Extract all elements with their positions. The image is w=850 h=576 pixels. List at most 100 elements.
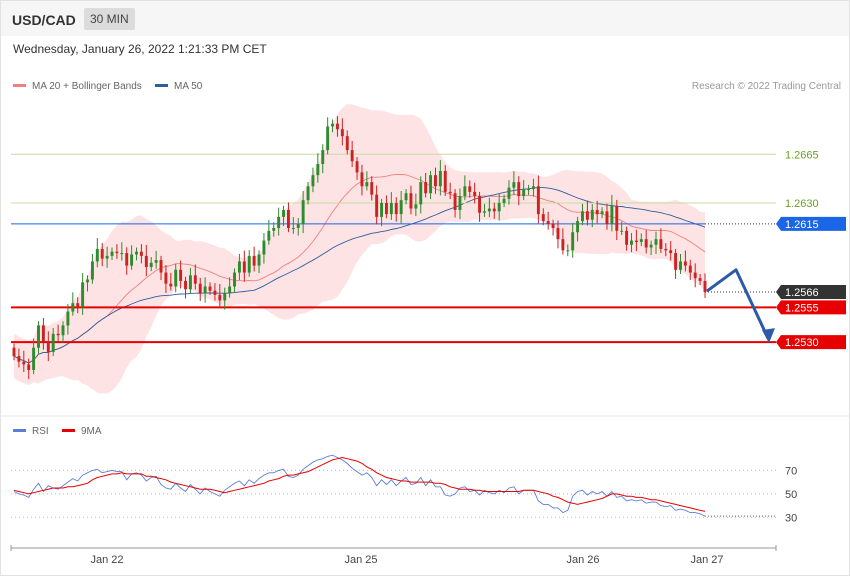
x-tick-label: Jan 26	[566, 554, 599, 566]
candle-body	[571, 232, 575, 251]
candle-body	[497, 202, 501, 212]
candle-body	[536, 186, 540, 215]
candle-body	[46, 342, 50, 352]
candle-body	[27, 364, 31, 370]
candle-body	[169, 283, 173, 287]
candle-body	[551, 223, 555, 229]
candle-body	[144, 255, 148, 268]
rsi-9ma-line	[13, 456, 706, 512]
candle-body	[100, 248, 104, 259]
candle-body	[630, 240, 633, 245]
candle-body	[37, 325, 40, 348]
candle-body	[340, 129, 344, 137]
candle-body	[448, 191, 452, 194]
candle-body	[502, 198, 506, 203]
candle-body	[291, 228, 295, 230]
candle-body	[370, 182, 374, 195]
level-label-1.2630: 1.2630	[785, 198, 819, 210]
candle-body	[669, 250, 673, 254]
candle-body	[331, 123, 335, 127]
candle-body	[233, 272, 236, 287]
candle-body	[277, 216, 281, 229]
candle-body	[576, 221, 580, 233]
candle-body	[703, 280, 707, 293]
candle-body	[478, 196, 482, 213]
candle-body	[463, 186, 467, 197]
candle-body	[473, 191, 477, 197]
candle-body	[228, 286, 232, 294]
rsi-tick-70: 70	[785, 465, 797, 477]
candle-body	[683, 261, 687, 266]
candle-body	[203, 286, 207, 294]
candle-body	[644, 239, 648, 248]
candle-body	[41, 325, 45, 343]
candle-body	[438, 170, 442, 187]
candle-body	[257, 254, 261, 266]
candle-body	[154, 260, 158, 263]
level-tag-1.2555	[776, 300, 846, 315]
ma20-swatch	[13, 83, 26, 87]
candle-body	[130, 254, 134, 266]
timestamp: Wednesday, January 26, 2022 1:21:33 PM C…	[13, 42, 267, 56]
candle-body	[135, 251, 138, 255]
candle-body	[71, 303, 75, 312]
candle-body	[458, 196, 462, 210]
candle-body	[389, 202, 393, 215]
candle-body	[517, 182, 521, 197]
rsi-tick-30: 30	[785, 512, 797, 524]
rsi-line	[13, 454, 706, 517]
candle-body	[600, 211, 604, 215]
candle-body	[125, 253, 129, 266]
candle-body	[95, 248, 99, 262]
candle-body	[282, 209, 285, 217]
timeframe-badge[interactable]: 30 MIN	[84, 8, 135, 30]
legend-ma50-label: MA 50	[174, 81, 203, 92]
candle-body	[326, 126, 330, 151]
candle-body	[12, 347, 16, 357]
candle-body	[350, 150, 354, 162]
x-tick-label: Jan 25	[344, 554, 377, 566]
candle-body	[56, 333, 60, 336]
candle-body	[267, 230, 271, 241]
candle-body	[556, 228, 560, 240]
candle-body	[522, 189, 526, 197]
level-label-1.2530: 1.2530	[785, 337, 819, 349]
candle-body	[693, 272, 697, 279]
rsi-swatch	[13, 428, 26, 432]
candle-body	[115, 251, 119, 254]
candle-body	[605, 211, 609, 224]
legend-rsi: RSI	[13, 426, 49, 438]
candle-body	[429, 175, 433, 194]
research-credit: Research © 2022 Trading Central	[691, 81, 841, 92]
candle-body	[286, 209, 290, 229]
candle-body	[399, 200, 403, 215]
candle-body	[659, 239, 663, 249]
candle-body	[404, 193, 408, 201]
candle-body	[679, 261, 682, 270]
candle-body	[375, 194, 379, 217]
candle-body	[355, 161, 359, 173]
candle-body	[620, 230, 624, 232]
candle-body	[86, 279, 89, 283]
ma20-line	[13, 174, 706, 364]
candle-body	[453, 193, 457, 210]
instrument-title: USD/CAD	[12, 12, 76, 28]
candle-body	[365, 182, 369, 187]
candle-body	[66, 311, 70, 326]
candle-body	[247, 255, 251, 273]
candle-body	[414, 204, 418, 209]
level-label-1.2566: 1.2566	[785, 287, 819, 299]
candle-body	[223, 293, 227, 301]
candle-body	[252, 255, 256, 266]
candle-body	[90, 261, 94, 280]
candle-body	[184, 280, 187, 290]
scenario-arrow-head	[762, 328, 775, 344]
candle-body	[188, 275, 192, 290]
candle-body	[561, 239, 565, 251]
candle-body	[174, 269, 178, 287]
candle-body	[296, 223, 300, 229]
candle-body	[32, 347, 36, 370]
candle-body	[208, 286, 212, 291]
candle-body	[345, 136, 349, 151]
